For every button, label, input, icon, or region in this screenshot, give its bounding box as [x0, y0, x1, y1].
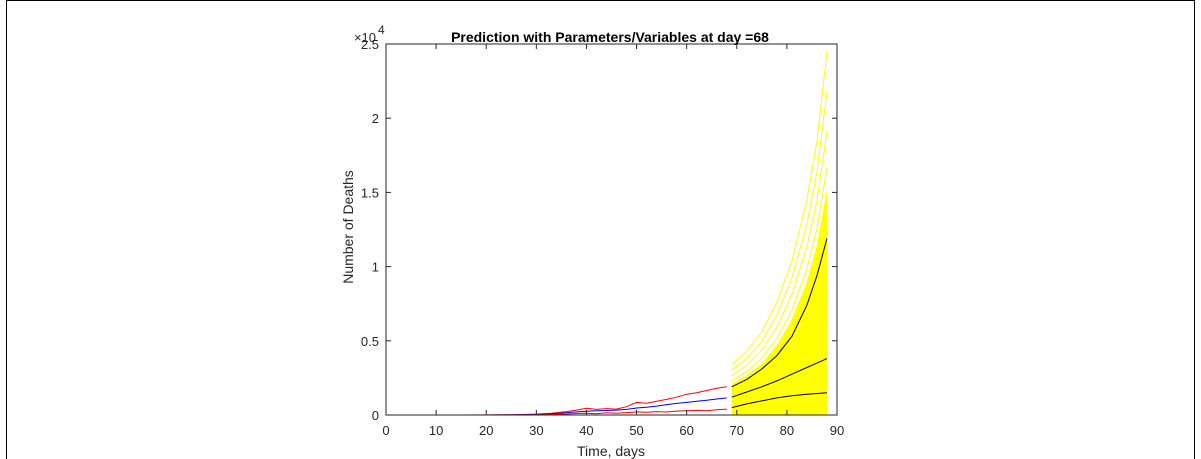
prediction-trajectory	[731, 398, 828, 414]
prediction-trajectory	[731, 294, 828, 399]
x-tick-label: 10	[429, 423, 443, 438]
prediction-trajectory	[731, 235, 828, 391]
prediction-trajectory	[731, 202, 828, 386]
prediction-trajectory	[731, 266, 828, 395]
prediction-band-fill	[731, 189, 827, 415]
prediction-trajectory	[731, 92, 828, 371]
prediction-trajectory	[731, 130, 828, 377]
x-axis-label: Time, days	[577, 443, 645, 459]
axes: 0 10 20 30 40 50 60 70 80 90 0 0.5 1 1.5 2 2.5	[361, 37, 844, 438]
x-tick-label: 50	[629, 423, 643, 438]
prediction-trajectory	[731, 383, 828, 412]
prediction-trajectory	[731, 321, 828, 403]
chart-title: Prediction with Parameters/Variables at …	[451, 29, 769, 45]
y-axis-label: Number of Deaths	[340, 170, 356, 284]
y-exponent-base: ×10	[354, 30, 376, 45]
x-tick-label: 20	[479, 423, 493, 438]
x-tick-label: 70	[730, 423, 744, 438]
prediction-trajectory	[731, 409, 828, 415]
prediction-trajectory	[731, 51, 828, 365]
figure-frame	[6, 0, 1195, 459]
prediction-line-lower	[731, 392, 828, 409]
y-tick-label: 2.5	[361, 37, 379, 52]
axes-box	[385, 43, 838, 416]
y-tick-label: 0.5	[361, 334, 379, 349]
x-tick-label: 60	[679, 423, 693, 438]
prediction-line-median	[731, 358, 828, 398]
prediction-line-upper	[731, 238, 828, 388]
prediction-ensemble	[731, 51, 828, 416]
x-tick-label: 30	[529, 423, 543, 438]
y-tick-label: 1.5	[361, 185, 379, 200]
x-tick-label: 90	[830, 423, 844, 438]
y-tick-label: 0	[372, 408, 379, 423]
y-exponent-power: 4	[378, 23, 385, 37]
series-line-lower	[386, 408, 727, 416]
y-tick-label: 1	[372, 260, 379, 275]
x-tick-label: 80	[780, 423, 794, 438]
x-tick-label: 0	[382, 423, 389, 438]
x-tick-label: 40	[579, 423, 593, 438]
prediction-trajectory	[731, 167, 828, 382]
y-tick-label: 2	[372, 111, 379, 126]
